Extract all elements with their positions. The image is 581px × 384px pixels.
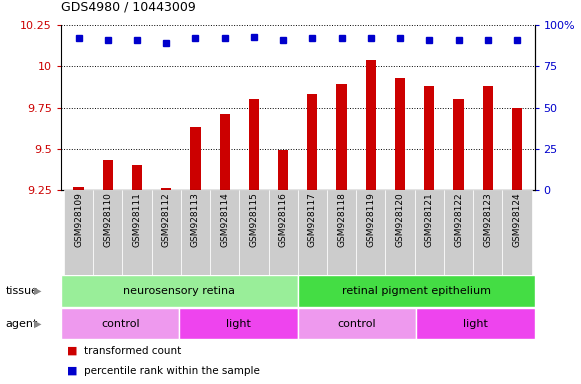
Bar	[61, 275, 297, 306]
Text: control: control	[338, 318, 376, 329]
Text: GSM928120: GSM928120	[396, 193, 404, 247]
Text: percentile rank within the sample: percentile rank within the sample	[84, 366, 260, 376]
Bar	[249, 99, 259, 190]
Text: GSM928111: GSM928111	[132, 193, 142, 248]
Bar	[453, 99, 464, 190]
Text: GSM928115: GSM928115	[249, 193, 259, 248]
Bar	[220, 114, 230, 190]
Bar	[181, 190, 210, 275]
Bar	[103, 161, 113, 190]
Text: light: light	[226, 318, 251, 329]
Text: retinal pigment epithelium: retinal pigment epithelium	[342, 286, 490, 296]
Bar	[424, 86, 435, 190]
Text: GDS4980 / 10443009: GDS4980 / 10443009	[61, 0, 196, 13]
Bar	[152, 190, 181, 275]
Bar	[161, 189, 171, 190]
Bar	[278, 151, 288, 190]
Bar	[123, 190, 152, 275]
Bar	[297, 308, 416, 339]
Bar	[512, 108, 522, 190]
Text: agent: agent	[6, 318, 38, 329]
Text: tissue: tissue	[6, 286, 39, 296]
Text: GSM928109: GSM928109	[74, 193, 83, 248]
Bar	[336, 84, 347, 190]
Bar	[210, 190, 239, 275]
Text: GSM928114: GSM928114	[220, 193, 229, 247]
Bar	[73, 187, 84, 190]
Bar	[191, 127, 200, 190]
Bar	[483, 86, 493, 190]
Text: GSM928119: GSM928119	[367, 193, 375, 248]
Bar	[93, 190, 123, 275]
Bar	[64, 190, 93, 275]
Bar	[415, 190, 444, 275]
Text: ■: ■	[67, 346, 77, 356]
Bar	[503, 190, 532, 275]
Text: GSM928124: GSM928124	[512, 193, 522, 247]
Bar	[61, 308, 180, 339]
Bar	[356, 190, 385, 275]
Text: ▶: ▶	[34, 286, 41, 296]
Bar	[297, 190, 327, 275]
Bar	[327, 190, 356, 275]
Text: GSM928112: GSM928112	[162, 193, 171, 247]
Text: GSM928118: GSM928118	[337, 193, 346, 248]
Text: control: control	[101, 318, 139, 329]
Bar	[444, 190, 473, 275]
Bar	[180, 308, 297, 339]
Text: GSM928121: GSM928121	[425, 193, 434, 247]
Bar	[307, 94, 317, 190]
Bar	[365, 60, 376, 190]
Bar	[268, 190, 297, 275]
Text: ■: ■	[67, 366, 77, 376]
Text: GSM928117: GSM928117	[308, 193, 317, 248]
Bar	[132, 165, 142, 190]
Text: GSM928113: GSM928113	[191, 193, 200, 248]
Bar	[297, 275, 535, 306]
Text: transformed count: transformed count	[84, 346, 181, 356]
Text: neurosensory retina: neurosensory retina	[123, 286, 235, 296]
Bar	[416, 308, 535, 339]
Bar	[473, 190, 503, 275]
Text: GSM928122: GSM928122	[454, 193, 463, 247]
Text: GSM928123: GSM928123	[483, 193, 492, 247]
Text: light: light	[463, 318, 488, 329]
Text: ▶: ▶	[34, 318, 41, 329]
Bar	[395, 78, 405, 190]
Text: GSM928116: GSM928116	[279, 193, 288, 248]
Text: GSM928110: GSM928110	[103, 193, 112, 248]
Bar	[385, 190, 415, 275]
Bar	[239, 190, 268, 275]
